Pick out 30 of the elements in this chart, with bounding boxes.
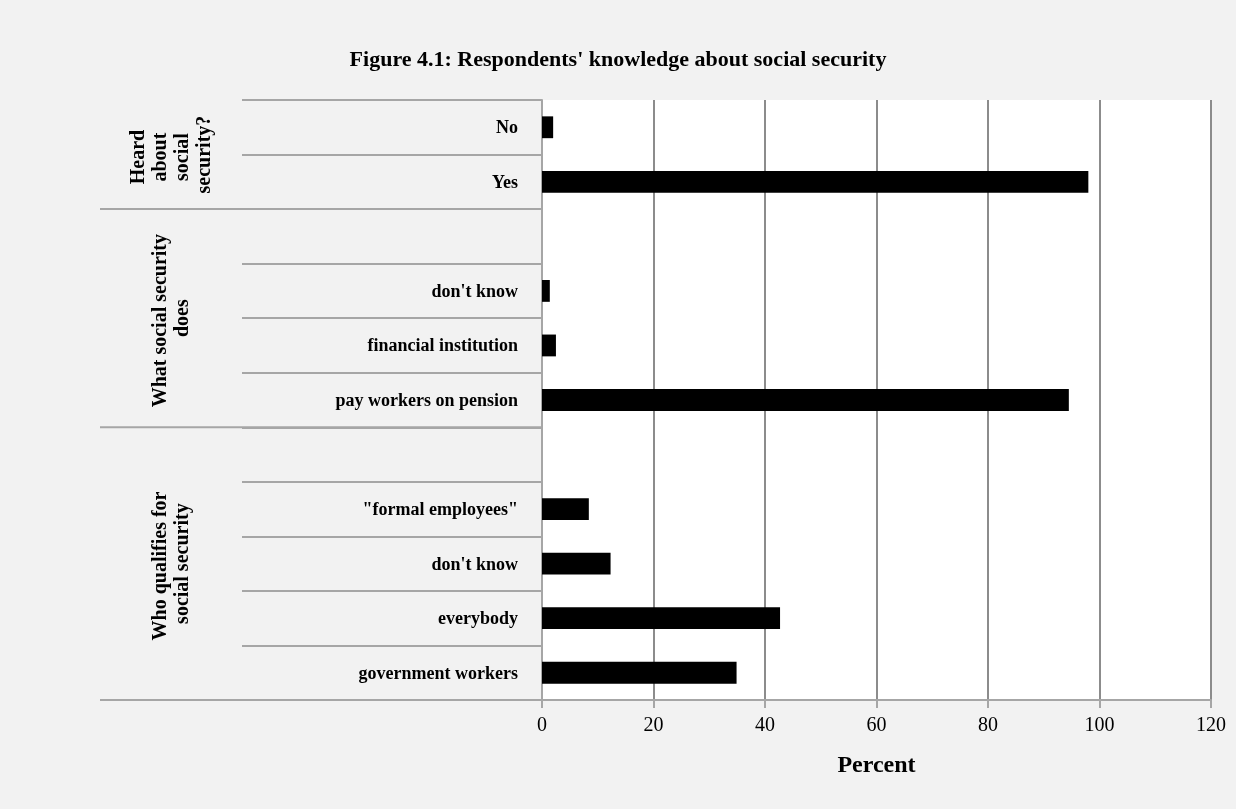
y-tick-label: Yes [492,171,518,192]
y-tick-label: government workers [358,662,518,683]
x-tick-label: 20 [643,713,664,735]
x-tick-label: 60 [866,713,887,735]
bar [542,661,737,684]
x-tick-label: 0 [537,713,547,735]
y-tick-label: "formal employees" [362,499,518,520]
bar [542,607,781,630]
y-tick-label: don't know [431,280,518,301]
text: What social security does [148,229,192,408]
text: Heard about social security? [126,115,215,194]
bar [542,389,1069,411]
y-tick-label: No [496,117,518,138]
bar [542,280,550,302]
x-tick-label: 100 [1084,713,1115,735]
bar [542,498,589,520]
chart-title: Figure 4.1: Respondents' knowledge about social security [349,45,887,71]
x-tick-label: 120 [1196,713,1226,735]
bar [542,116,554,139]
x-tick-label: 40 [755,713,775,735]
x-tick-label: 80 [978,713,998,735]
x-axis-title: Percent [837,751,916,777]
bar [542,334,556,357]
y-tick-label: everybody [438,608,518,629]
bar [542,170,1089,193]
text: Who qualifies for social security [148,486,193,641]
y-tick-label: don't know [431,553,518,574]
y-tick-label: financial institution [367,335,518,356]
y-tick-label: pay workers on pension [335,390,518,410]
bar [542,552,611,575]
